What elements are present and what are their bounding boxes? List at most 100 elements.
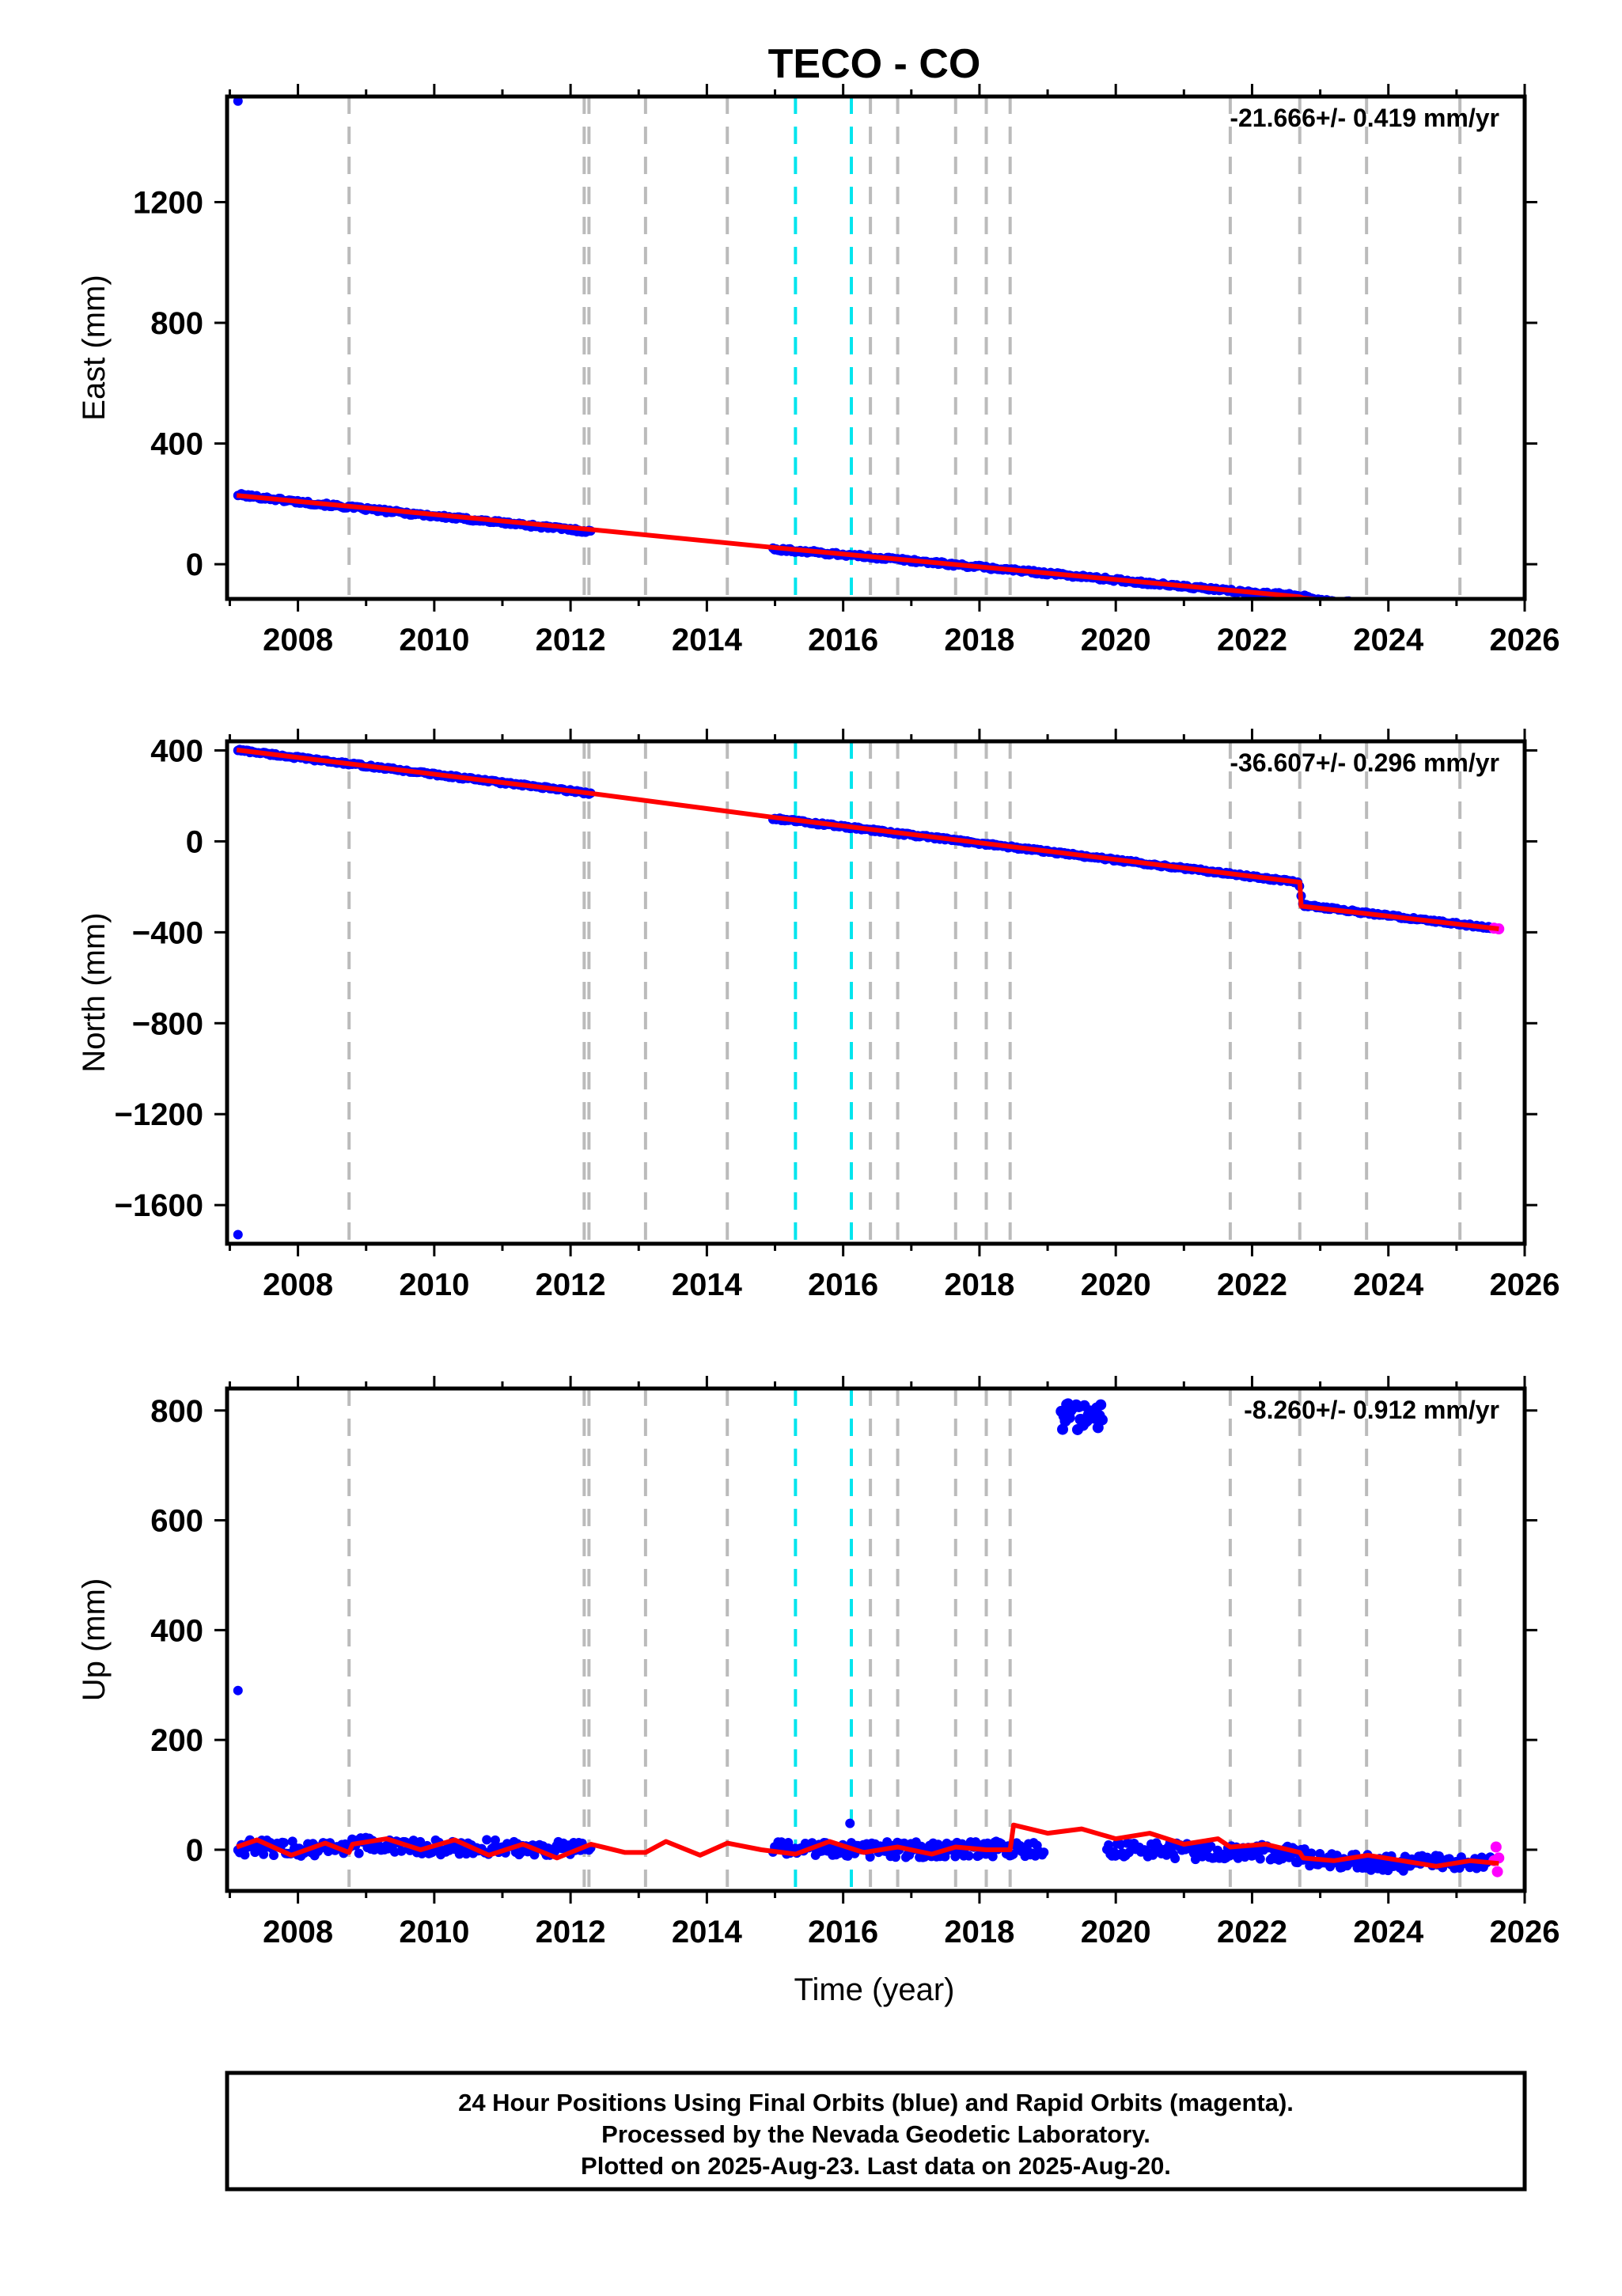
final-orbit-point bbox=[354, 1848, 364, 1858]
final-orbit-point bbox=[1457, 610, 1466, 619]
final-orbit-point bbox=[1399, 604, 1408, 613]
y-tick-label: 800 bbox=[150, 306, 203, 341]
velocity-rate-label: -8.260+/- 0.912 mm/yr bbox=[1244, 1396, 1499, 1424]
final-orbit-point bbox=[1306, 1848, 1317, 1858]
final-orbit-point bbox=[1400, 603, 1410, 612]
final-orbit-point bbox=[1476, 611, 1485, 620]
outlier-point bbox=[845, 1818, 855, 1828]
final-orbit-point bbox=[987, 1851, 998, 1862]
final-orbit-point bbox=[1356, 601, 1366, 610]
y-tick-label: 200 bbox=[150, 1723, 203, 1758]
final-orbit-point bbox=[1446, 609, 1456, 619]
final-orbit-cluster-point bbox=[1095, 1399, 1107, 1411]
final-orbit-point bbox=[490, 1835, 500, 1845]
y-axis-label: North (mm) bbox=[77, 912, 112, 1072]
final-orbit-point bbox=[1409, 603, 1419, 612]
velocity-rate-label: -36.607+/- 0.296 mm/yr bbox=[1230, 748, 1499, 777]
final-orbit-point bbox=[1436, 607, 1446, 616]
plot-frame bbox=[225, 739, 1527, 1246]
x-tick-label: 2014 bbox=[672, 1267, 743, 1302]
final-orbit-point bbox=[1414, 606, 1423, 616]
final-orbit-point bbox=[1451, 608, 1461, 618]
final-orbit-point bbox=[1255, 1854, 1265, 1864]
y-tick-label: 0 bbox=[186, 1833, 203, 1868]
panel-east: 2008 2010 2012 2014 2016 2018 2020 2022 2024 2026… bbox=[77, 84, 1559, 657]
x-tick-label: 2024 bbox=[1353, 1915, 1424, 1949]
final-orbit-point bbox=[1427, 606, 1437, 616]
footer-line-2: Processed by the Nevada Geodetic Laborat… bbox=[601, 2120, 1150, 2148]
model-line bbox=[236, 493, 1337, 599]
plot-frame bbox=[225, 1386, 1527, 1893]
final-orbit-point bbox=[1373, 601, 1382, 610]
final-orbit-point bbox=[1453, 609, 1463, 619]
plot-area bbox=[233, 97, 1491, 623]
final-orbit-point bbox=[1439, 607, 1449, 616]
final-orbit-point bbox=[1419, 604, 1429, 614]
x-tick-label: 2014 bbox=[672, 1915, 743, 1949]
panel-up: 2008 2010 2012 2014 2016 2018 2020 2022 2024 2026… bbox=[77, 1376, 1559, 1949]
final-orbit-point bbox=[1366, 601, 1376, 610]
final-orbit-point bbox=[1421, 604, 1431, 614]
final-orbit-point bbox=[1461, 610, 1471, 619]
final-orbit-cluster-point bbox=[1096, 1414, 1108, 1426]
final-orbit-point bbox=[1370, 601, 1379, 611]
x-tick-label: 2020 bbox=[1081, 1915, 1151, 1949]
final-orbit-point bbox=[1397, 604, 1407, 613]
final-orbit-point bbox=[1455, 609, 1465, 619]
x-tick-label: 2016 bbox=[808, 1915, 878, 1949]
final-orbit-point bbox=[1402, 602, 1412, 612]
final-orbit-point bbox=[240, 1850, 250, 1860]
final-orbit-point bbox=[1415, 605, 1425, 615]
final-orbit-point bbox=[269, 1850, 279, 1860]
final-orbit-point bbox=[1443, 608, 1453, 617]
panels: 2008 2010 2012 2014 2016 2018 2020 2022 2024 2026… bbox=[77, 84, 1559, 1949]
x-tick-label: 2020 bbox=[1081, 623, 1151, 657]
final-orbit-point bbox=[1424, 605, 1434, 615]
plot-frame bbox=[225, 94, 1527, 601]
final-orbit-point bbox=[1429, 608, 1438, 617]
x-tick-label: 2016 bbox=[808, 1267, 878, 1302]
x-tick-label: 2018 bbox=[944, 1915, 1014, 1949]
y-tick-label: 400 bbox=[150, 733, 203, 768]
final-orbit-point bbox=[1395, 603, 1404, 612]
final-orbit-point bbox=[1445, 608, 1454, 617]
y-tick-label: −1600 bbox=[115, 1188, 203, 1223]
final-orbit-point bbox=[1469, 610, 1478, 619]
final-orbit-point bbox=[1431, 605, 1441, 615]
final-orbit-point bbox=[1353, 600, 1362, 609]
rapid-orbit-point bbox=[1493, 1852, 1505, 1864]
model-line bbox=[236, 1822, 1499, 1869]
final-orbit-point bbox=[1477, 612, 1487, 622]
chart-title: TECO - CO bbox=[768, 41, 981, 87]
rapid-orbit-point bbox=[1490, 1841, 1502, 1853]
x-tick-label: 2008 bbox=[263, 1267, 333, 1302]
final-orbit-point bbox=[1473, 610, 1483, 619]
x-tick-label: 2020 bbox=[1081, 1267, 1151, 1302]
final-orbit-point bbox=[1448, 608, 1457, 617]
y-tick-label: 1200 bbox=[133, 185, 203, 220]
x-tick-label: 2026 bbox=[1490, 623, 1560, 657]
final-orbit-point bbox=[1482, 612, 1491, 621]
x-tick-label: 2014 bbox=[672, 623, 743, 657]
final-orbit-point bbox=[1434, 606, 1444, 616]
final-orbit-point bbox=[1371, 601, 1381, 611]
final-orbit-point bbox=[1393, 602, 1403, 612]
footer-box bbox=[225, 2071, 1527, 2192]
final-orbit-point bbox=[482, 1835, 492, 1845]
plot-area bbox=[233, 1389, 1505, 1891]
final-orbit-point bbox=[1389, 601, 1398, 611]
final-orbit-point bbox=[1460, 608, 1469, 618]
final-orbit-point bbox=[964, 1851, 974, 1861]
final-orbit-point bbox=[1206, 1841, 1216, 1851]
final-orbit-point bbox=[1479, 613, 1488, 623]
footer-line-1: 24 Hour Positions Using Final Orbits (bl… bbox=[458, 2089, 1294, 2116]
final-orbit-point bbox=[1390, 604, 1400, 613]
y-tick-label: 0 bbox=[186, 824, 203, 859]
final-orbit-point bbox=[461, 1849, 472, 1859]
final-orbit-point bbox=[1405, 603, 1415, 612]
final-orbit-point bbox=[1039, 1847, 1049, 1858]
panel-north: 2008 2010 2012 2014 2016 2018 2020 2022 2024 2026… bbox=[77, 729, 1559, 1302]
x-axis-label: Time (year) bbox=[794, 1972, 955, 2007]
final-orbit-point bbox=[1385, 602, 1394, 612]
